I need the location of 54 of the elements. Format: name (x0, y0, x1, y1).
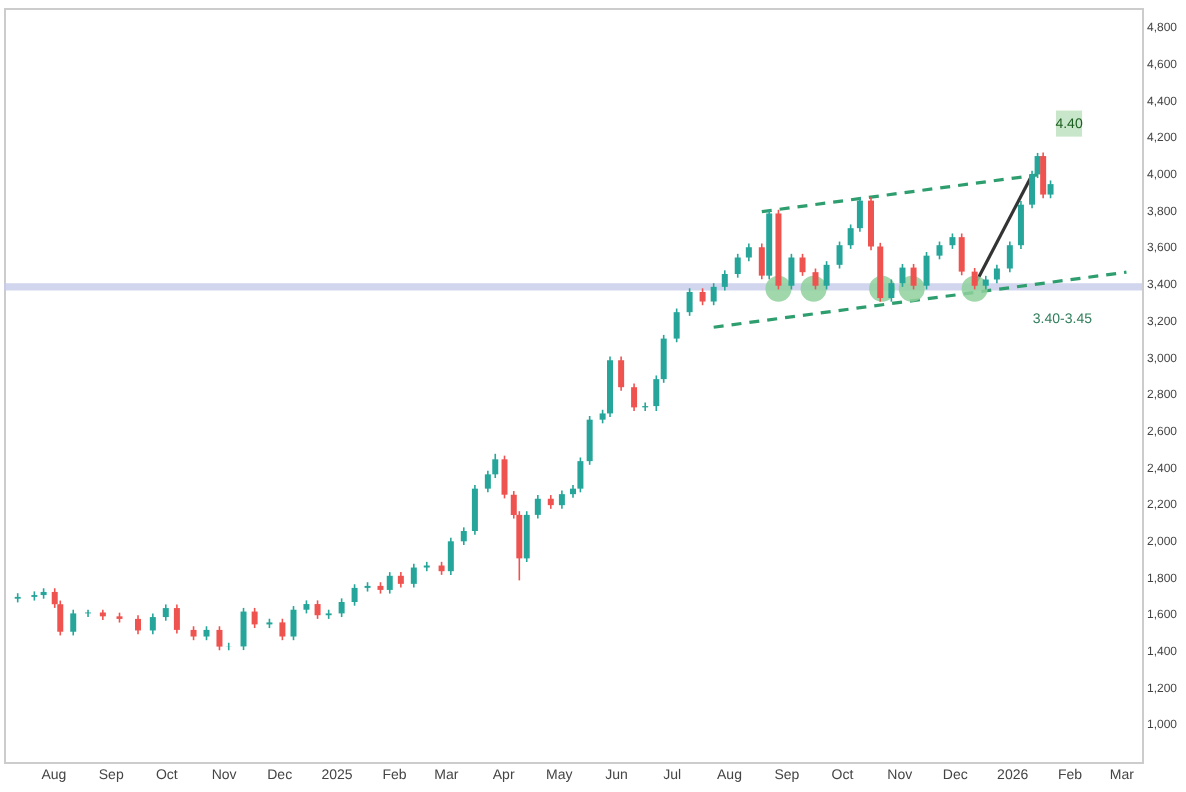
candlestick (386, 571, 393, 595)
candlestick (631, 382, 638, 412)
candlestick (351, 583, 358, 607)
candlestick (14, 592, 21, 604)
candlestick (899, 263, 906, 288)
candlestick (686, 287, 693, 317)
candlestick (225, 641, 232, 652)
candlestick (240, 607, 247, 651)
candlestick (290, 605, 297, 641)
candlestick (314, 599, 321, 620)
candlestick (673, 307, 680, 344)
candlestick (868, 196, 875, 251)
candlestick (501, 454, 508, 500)
candlestick (993, 264, 1000, 284)
candlestick (558, 489, 565, 510)
candlestick (721, 269, 728, 292)
candlestick (586, 415, 593, 466)
candlestick (856, 196, 863, 233)
candlestick (823, 260, 830, 291)
candlestick (1006, 240, 1013, 273)
candlestick (812, 267, 819, 291)
candlestick (799, 253, 806, 277)
candlestick (788, 253, 795, 291)
candlestick (338, 597, 345, 618)
candlestick (251, 607, 258, 629)
candlestick (734, 253, 741, 279)
candlestick (971, 267, 978, 291)
candlestick (216, 625, 223, 652)
candlestick (173, 603, 180, 635)
candlestick (423, 561, 430, 573)
candlestick (447, 536, 454, 576)
candlestick (523, 510, 530, 563)
candlestick (958, 232, 965, 277)
candlestick (923, 251, 930, 291)
candlestick (910, 263, 917, 291)
candlestick (758, 242, 765, 281)
candlestick (410, 563, 417, 589)
candlestick (279, 617, 286, 641)
candlestick (660, 334, 667, 384)
candlestick (888, 278, 895, 303)
candlestick (836, 240, 843, 270)
candlestick (70, 608, 77, 637)
candlestick (1040, 151, 1047, 200)
candlestick (135, 614, 142, 635)
candlestick (618, 355, 625, 392)
candlestick (471, 484, 478, 536)
candlestick (1017, 200, 1024, 250)
candlestick (710, 282, 717, 306)
candlestick (85, 608, 92, 618)
candlestick (653, 374, 660, 412)
candlestick (577, 456, 584, 494)
candlestick (534, 494, 541, 520)
candlestick (847, 223, 854, 250)
candlestick (149, 612, 156, 635)
